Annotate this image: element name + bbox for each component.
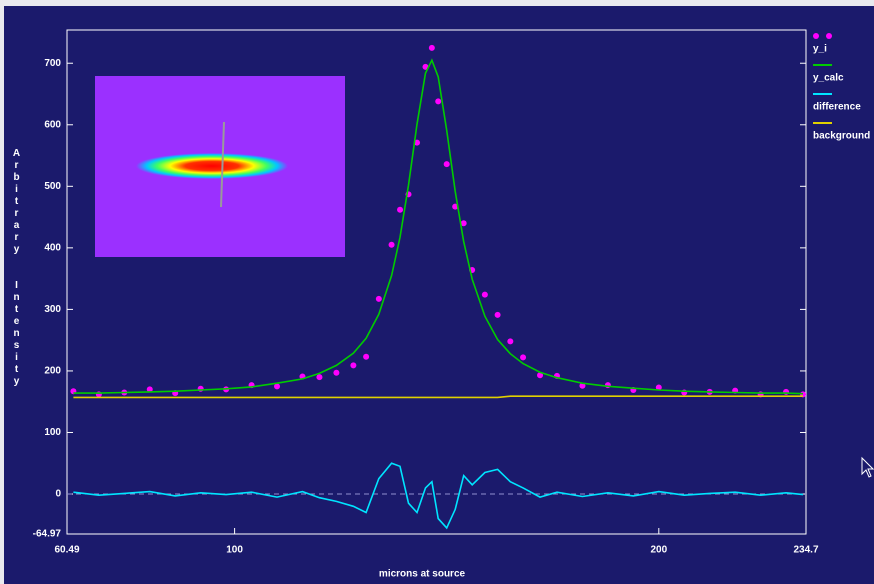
x-axis-label: microns at source	[379, 569, 466, 580]
y-axis-label: Arbitrary Intensity	[9, 148, 23, 428]
y-tick-label: 700	[44, 58, 61, 69]
legend-label: difference	[813, 102, 861, 113]
x-tick-label: 60.49	[54, 545, 79, 556]
data-point	[397, 207, 403, 213]
legend-swatch	[826, 33, 832, 39]
y-tick-label: 400	[44, 242, 61, 253]
y-tick-label: 100	[44, 427, 61, 438]
data-point	[507, 338, 513, 344]
y-tick-label: 200	[44, 366, 61, 377]
data-point	[520, 354, 526, 360]
legend-label: background	[813, 131, 870, 142]
data-point	[429, 45, 435, 51]
x-tick-label: 234.7	[793, 545, 818, 556]
data-point	[389, 242, 395, 248]
y-tick-label: -64.97	[33, 529, 62, 540]
data-point	[444, 161, 450, 167]
y-tick-label: 500	[44, 181, 61, 192]
data-point	[495, 312, 501, 318]
beam-spot	[136, 153, 288, 179]
y-tick-label: 600	[44, 119, 61, 130]
x-tick-label: 200	[650, 545, 667, 556]
chart: microns at source -64.97 0 100 200 300 400 500…	[0, 0, 874, 584]
data-point	[376, 296, 382, 302]
legend-label: y_calc	[813, 73, 844, 84]
legend-label: y_i	[813, 44, 827, 55]
app-window: microns at source -64.97 0 100 200 300 400 500…	[0, 0, 874, 584]
y-tick-label: 300	[44, 304, 61, 315]
x-tick-label: 100	[226, 545, 243, 556]
inset-image	[95, 76, 345, 257]
y-tick-label: 0	[55, 489, 61, 500]
data-point	[333, 370, 339, 376]
data-point	[96, 391, 102, 397]
data-point	[482, 292, 488, 298]
data-point	[316, 374, 322, 380]
data-point	[350, 362, 356, 368]
data-point	[435, 98, 441, 104]
data-point	[363, 354, 369, 360]
legend-swatch	[813, 33, 819, 39]
